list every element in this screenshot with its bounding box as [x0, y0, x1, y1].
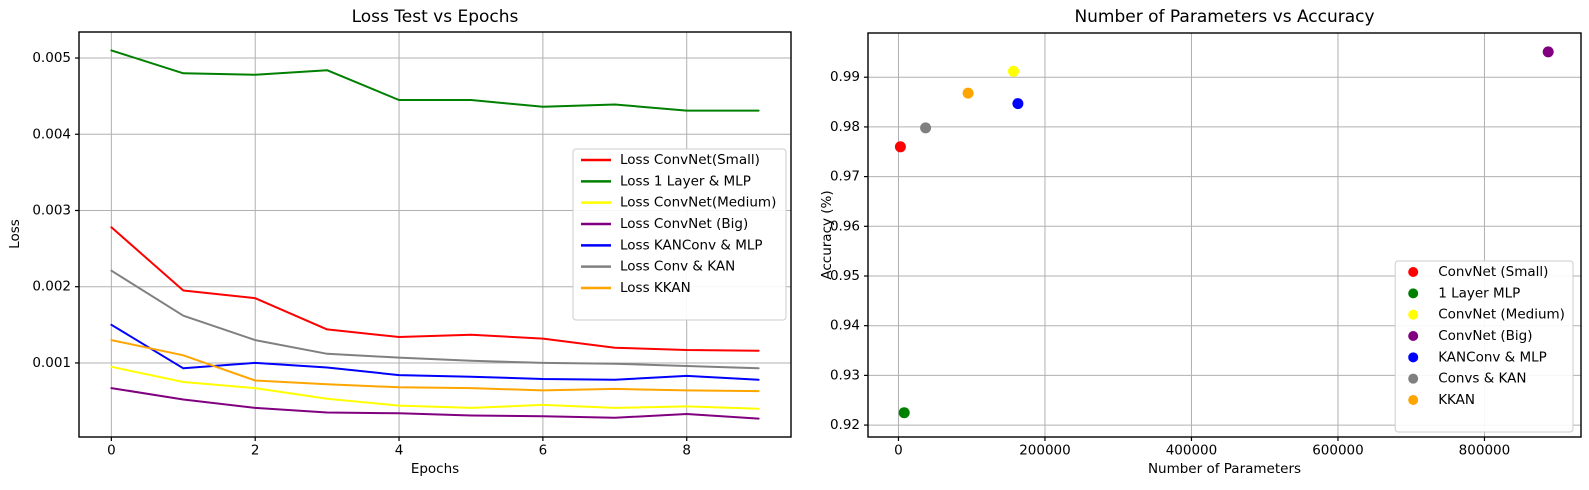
- series-loss-1-layer-mlp: [110, 49, 760, 112]
- y-tick-label: 0.99: [830, 69, 860, 85]
- legend-label: ConvNet (Big): [1438, 328, 1532, 344]
- series-loss-kkan: [110, 339, 760, 393]
- legend-dot-sample: [1408, 373, 1419, 384]
- loss-test-vs-epochs-legend: Loss ConvNet(Small) Loss 1 Layer & MLP Los…: [572, 148, 787, 321]
- point-convnet-small: [894, 141, 906, 153]
- x-tick-label: 600000: [1312, 443, 1364, 459]
- y-tick-label: 0.95: [830, 268, 860, 284]
- y-tick-label: 0.004: [32, 126, 71, 142]
- x-tick-label: 0: [894, 443, 903, 459]
- params-vs-accuracy-legend: ConvNet (Small) 1 Layer MLP ConvNet (Mediu…: [1394, 260, 1574, 433]
- legend-box: [572, 148, 787, 321]
- point-1-layer-mlp: [898, 407, 910, 419]
- legend-dot-sample: [1408, 288, 1419, 299]
- legend-label: ConvNet (Small): [1438, 264, 1548, 280]
- legend-label: Loss ConvNet (Big): [620, 216, 748, 232]
- left-chart-xlabel: Epochs: [410, 461, 460, 477]
- x-tick-label: 0: [107, 443, 116, 459]
- loss-test-vs-epochs-plot: 0 2 4 6 8 0.001 0.002 0.003 0.004 0.005 Loss ConvN…: [32, 31, 792, 459]
- axes-spines: [867, 32, 1582, 438]
- legend-label: KANConv & MLP: [1438, 349, 1547, 365]
- y-tick-label: 0.002: [32, 279, 71, 295]
- series-loss-conv-kan: [110, 269, 760, 370]
- point-kkan: [962, 87, 974, 99]
- y-tick-label: 0.003: [32, 202, 71, 218]
- y-tick-label: 0.94: [830, 318, 860, 334]
- legend-dot-sample: [1408, 352, 1419, 363]
- legend-label: ConvNet (Medium): [1438, 307, 1565, 323]
- legend-label: Loss ConvNet(Medium): [620, 195, 776, 211]
- y-tick-label: 0.98: [830, 119, 860, 135]
- series-loss-convnet-small: [110, 226, 760, 352]
- x-tick-label: 800000: [1459, 443, 1511, 459]
- legend-label: KKAN: [1438, 392, 1475, 408]
- legend-dot-sample: [1408, 309, 1419, 320]
- axes-spines: [78, 31, 792, 438]
- legend-dot-sample: [1408, 267, 1419, 278]
- legend-label: Loss KKAN: [620, 280, 691, 296]
- legend-label: Loss Conv & KAN: [620, 259, 735, 275]
- right-chart-xlabel: Number of Parameters: [1147, 461, 1302, 477]
- series-loss-convnet-big: [110, 387, 760, 420]
- x-tick-label: 6: [539, 443, 548, 459]
- legend-label: Loss 1 Layer & MLP: [620, 173, 751, 189]
- point-convnet-medium: [1008, 65, 1019, 77]
- x-tick-label: 200000: [1019, 443, 1071, 459]
- y-tick-label: 0.96: [830, 218, 860, 234]
- y-tick-label: 0.001: [32, 355, 71, 371]
- legend-dot-sample: [1408, 331, 1419, 342]
- right-chart-title: Number of Parameters vs Accuracy: [1074, 7, 1375, 27]
- legend-dot-sample: [1408, 395, 1419, 405]
- legend-label: Convs & KAN: [1438, 371, 1526, 387]
- series-loss-kanconv-mlp: [110, 323, 760, 381]
- y-tick-label: 0.97: [830, 169, 860, 185]
- point-convs-kan: [920, 122, 932, 134]
- x-tick-label: 2: [251, 443, 260, 459]
- legend-box: [1394, 260, 1574, 433]
- left-chart-title: Loss Test vs Epochs: [351, 7, 519, 27]
- x-tick-label: 4: [395, 443, 404, 459]
- y-tick-label: 0.005: [32, 50, 71, 66]
- legend-label: 1 Layer MLP: [1438, 285, 1520, 301]
- point-kanconv-mlp: [1012, 98, 1024, 110]
- series-loss-convnet-medium: [110, 365, 760, 410]
- legend-label: Loss ConvNet(Small): [620, 152, 760, 168]
- legend-label: Loss KANConv & MLP: [620, 237, 763, 253]
- x-tick-label: 8: [682, 443, 691, 459]
- point-convnet-big: [1542, 46, 1554, 58]
- params-vs-accuracy-plot: 0 200000 400000 600000 800000 0.92 0.93 0.94 0.9…: [830, 32, 1582, 459]
- x-tick-label: 400000: [1166, 443, 1218, 459]
- y-tick-label: 0.92: [830, 417, 860, 433]
- y-tick-label: 0.93: [830, 367, 860, 383]
